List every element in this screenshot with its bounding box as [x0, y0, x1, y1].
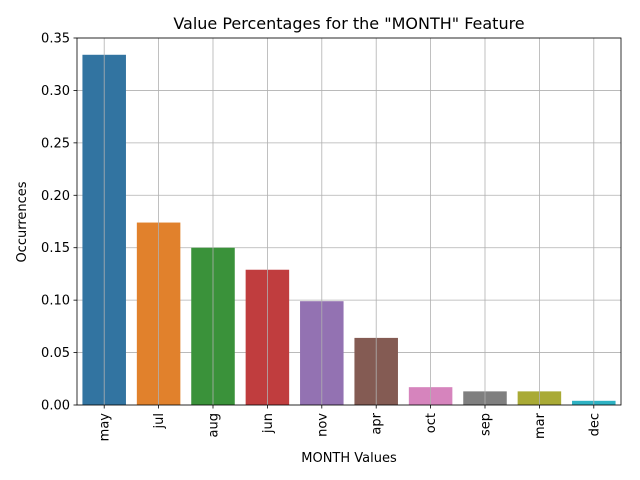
y-tick-label: 0.05	[41, 346, 70, 361]
y-tick-label: 0.10	[41, 294, 70, 309]
x-tick-label: dec	[587, 413, 602, 436]
chart-title: Value Percentages for the "MONTH" Featur…	[173, 14, 524, 33]
x-tick-label: mar	[533, 412, 548, 439]
axes-layer: 0.00 0.05 0.10 0.15 0.20 0.25 0.30 0.35 may jul au…	[41, 32, 622, 442]
plot-frame	[76, 37, 622, 406]
x-tick-label: may	[98, 413, 113, 442]
y-tick-label: 0.20	[41, 189, 70, 204]
x-tick-label: aug	[207, 413, 222, 437]
x-tick-label: nov	[315, 413, 330, 437]
x-tick-label: oct	[424, 413, 439, 433]
y-tick-label: 0.30	[41, 84, 70, 99]
y-tick-label: 0.25	[41, 136, 70, 151]
x-tick-label: jun	[261, 413, 276, 434]
y-axis-label: Occurrences	[15, 181, 30, 262]
x-axis-label: MONTH Values	[301, 451, 397, 466]
x-tick-label: apr	[370, 412, 385, 434]
y-tick-label: 0.35	[41, 32, 70, 47]
x-tick-label: sep	[479, 413, 494, 436]
y-tick-label: 0.15	[41, 241, 70, 256]
y-tick-label: 0.00	[41, 399, 70, 414]
x-tick-label: jul	[152, 413, 167, 429]
